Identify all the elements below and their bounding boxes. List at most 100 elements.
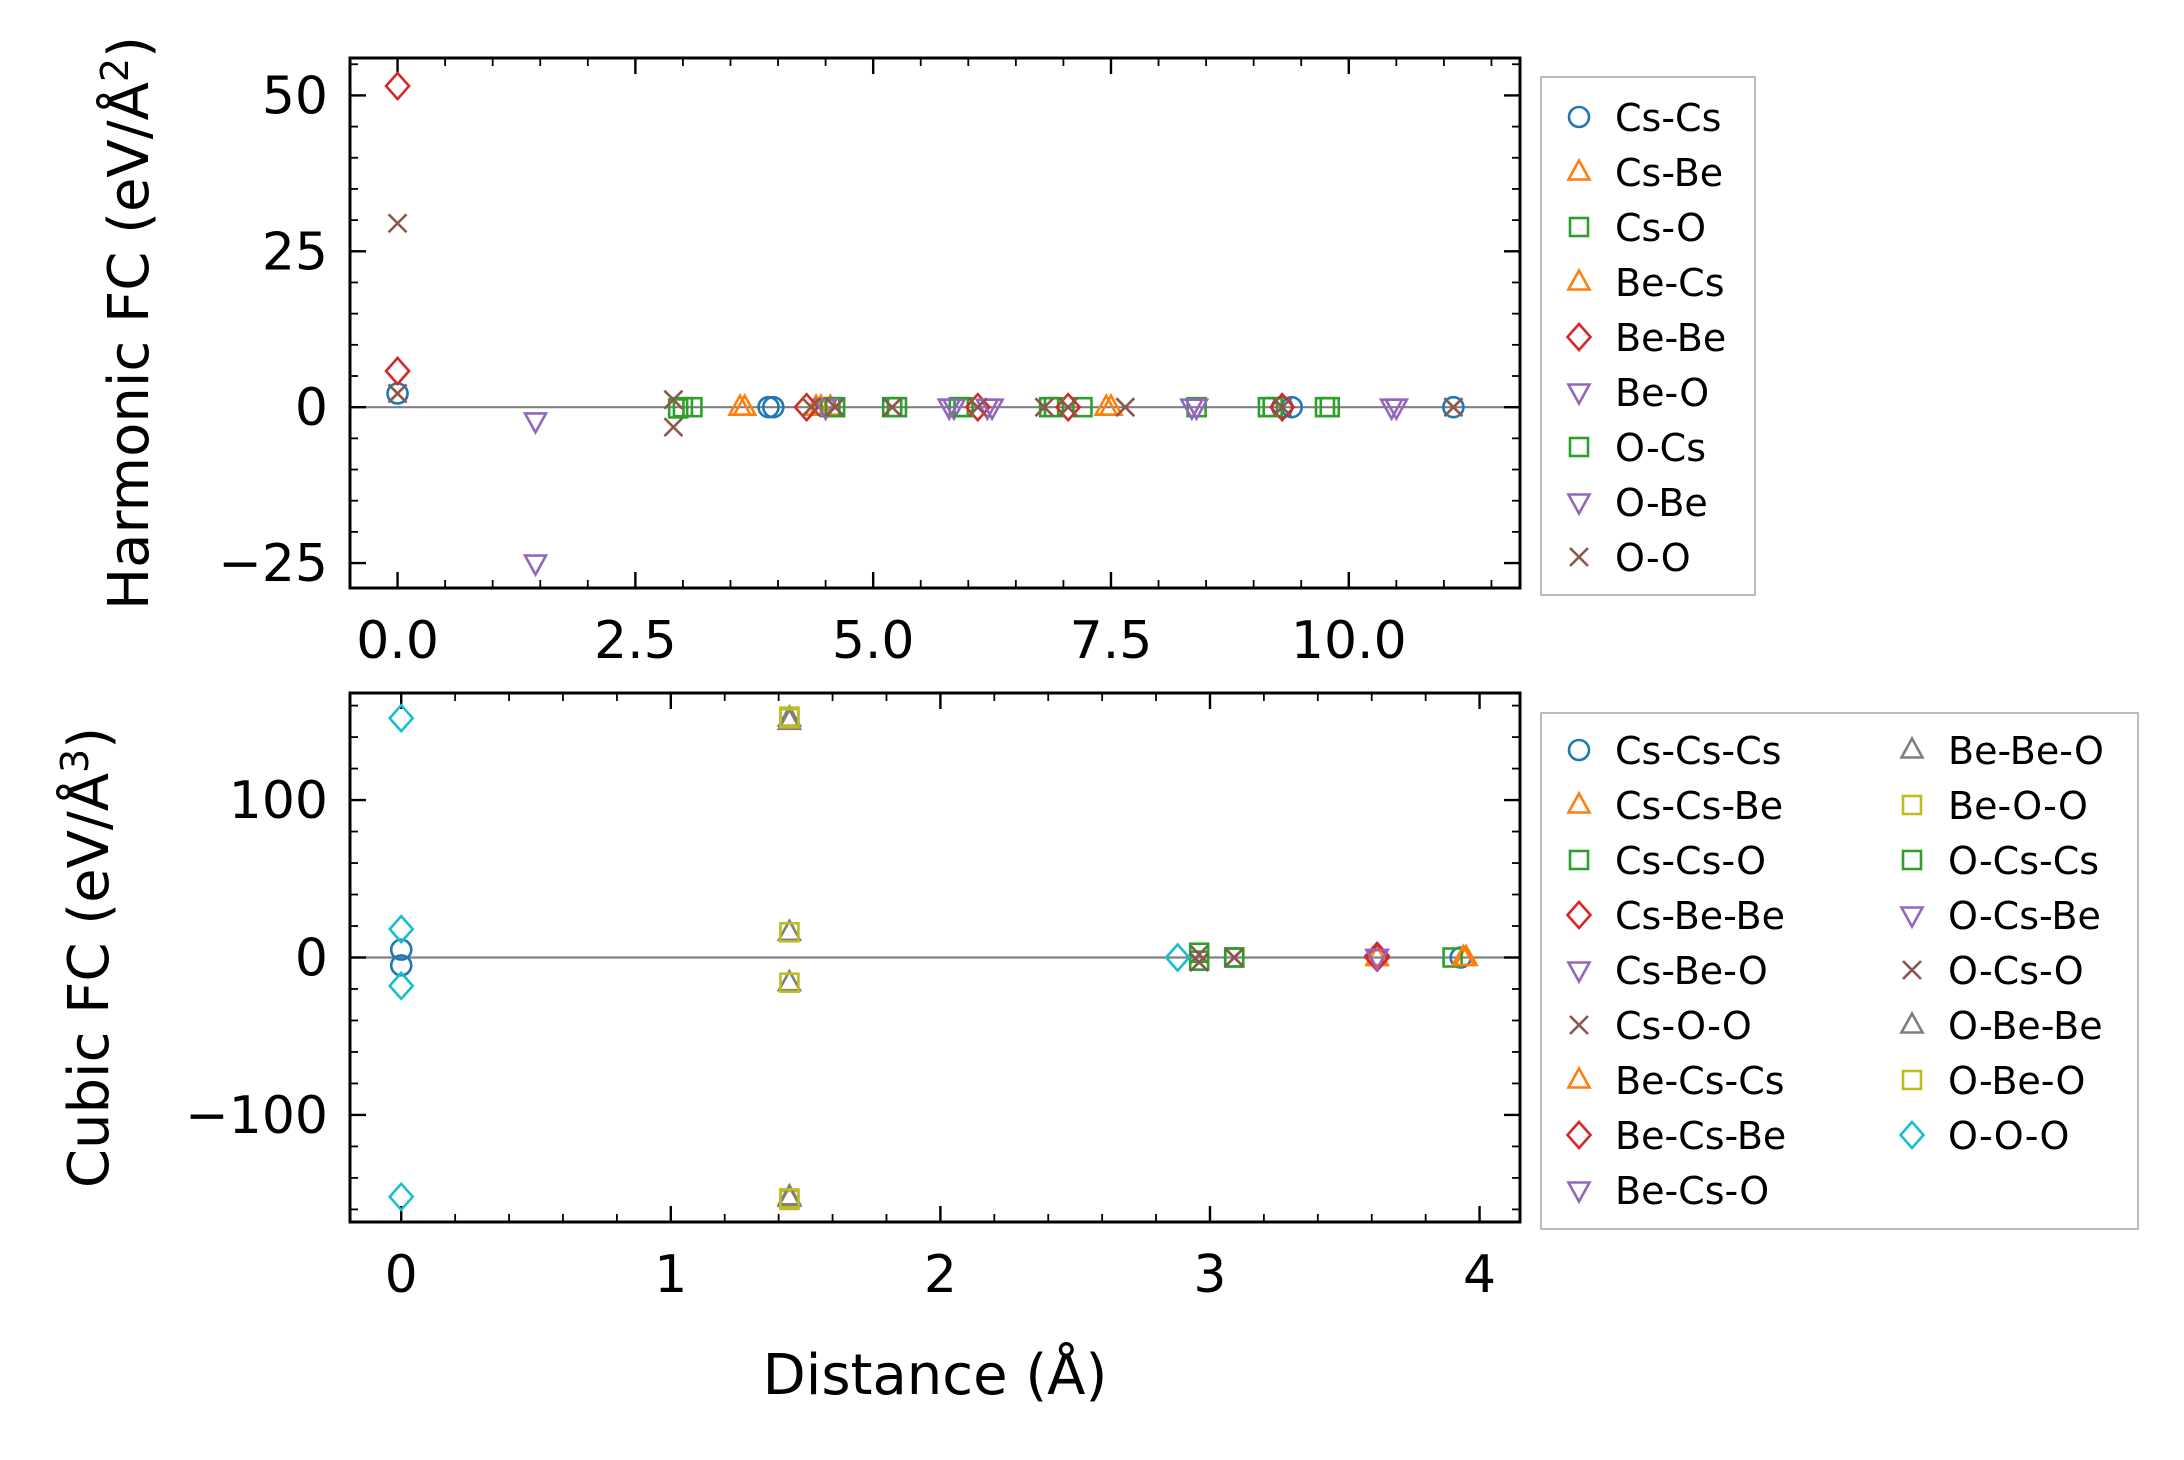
x-tick-label: 7.5 <box>1070 611 1153 671</box>
legend-item: Be-Cs-Cs <box>1566 1059 1785 1103</box>
legend-label: Cs-Cs-Cs <box>1615 729 1781 773</box>
axes-frame <box>348 691 1522 1224</box>
legend-marker <box>1566 1181 1592 1205</box>
data-point <box>1164 942 1191 973</box>
y-axis-label-exponent: 2 <box>93 58 137 82</box>
data-point <box>825 397 846 418</box>
data-point <box>384 71 411 102</box>
legend-label: Be-Be <box>1615 316 1726 360</box>
legend-marker <box>1567 738 1591 762</box>
legend-label: O-Be-Be <box>1948 1004 2103 1048</box>
data-point <box>1058 397 1079 418</box>
data-point <box>1224 947 1245 968</box>
legend-label: O-Be-O <box>1948 1059 2085 1103</box>
legend-item: Be-Be <box>1565 316 1726 360</box>
legend-label: O-Cs <box>1615 426 1706 470</box>
series-Cs-Cs <box>386 382 1465 419</box>
data-point <box>389 954 413 977</box>
legend-marker <box>1568 436 1590 458</box>
legend-label: O-O <box>1615 536 1691 580</box>
legend-label: Be-Cs-Cs <box>1615 1059 1785 1103</box>
legend-marker <box>1569 547 1589 567</box>
data-point <box>776 918 803 942</box>
x-tick-label: 2.5 <box>594 611 677 671</box>
y-axis-label: Harmonic FC (eV/Å2) <box>93 36 162 610</box>
data-point <box>1272 397 1293 418</box>
legend-label: Cs-Cs <box>1615 96 1721 140</box>
legend-label: O-Cs-Be <box>1948 894 2101 938</box>
legend-marker <box>1898 1120 1926 1150</box>
data-point <box>672 396 694 418</box>
data-point <box>812 398 839 422</box>
x-tick-label: 0.0 <box>356 611 439 671</box>
legend-item: Be-Be-O <box>1899 729 2104 773</box>
legend-label: Cs-Be-Be <box>1615 894 1785 938</box>
data-point <box>1054 392 1082 423</box>
legend-item: O-Cs-Cs <box>1901 839 2099 883</box>
legend-marker <box>1566 1065 1592 1089</box>
data-point <box>1189 944 1210 965</box>
data-point <box>779 707 800 729</box>
legend-marker <box>1566 790 1592 814</box>
data-point <box>1442 947 1463 968</box>
data-point <box>1034 397 1055 418</box>
x-tick-label: 2 <box>924 1245 957 1305</box>
data-point <box>1319 396 1341 418</box>
series-O-O-O <box>387 703 1191 1212</box>
data-point <box>1268 392 1296 423</box>
legend-item: Cs-Cs <box>1567 96 1721 140</box>
y-tick-label: 0 <box>295 378 328 438</box>
legend-marker <box>1567 105 1591 129</box>
series-O-Be-O <box>779 707 800 1209</box>
series-Be-Cs-Cs <box>1364 943 1477 967</box>
legend-marker <box>1569 1015 1589 1035</box>
data-point <box>882 397 903 418</box>
legend-item: O-Cs <box>1568 426 1706 470</box>
data-point <box>387 383 408 404</box>
series-O-Be <box>812 398 1405 422</box>
legend-item: O-Cs-O <box>1902 949 2084 993</box>
data-point <box>779 922 800 943</box>
y-tick-label: 100 <box>229 771 328 831</box>
legend-marker <box>1566 493 1592 517</box>
x-tick-label: 10.0 <box>1291 611 1407 671</box>
y-axis-label-close: ) <box>97 36 162 58</box>
data-point <box>663 389 684 410</box>
data-point <box>776 1182 803 1206</box>
y-tick-label: 25 <box>262 222 328 282</box>
data-point <box>1093 392 1119 416</box>
legend-item: Be-Cs-Be <box>1565 1114 1786 1158</box>
legend-item: Cs-Cs-Cs <box>1567 729 1781 773</box>
data-point <box>387 1181 415 1212</box>
series-Be-Be <box>384 71 1296 423</box>
legend-marker <box>1566 383 1592 407</box>
data-point <box>389 938 413 961</box>
data-point <box>387 970 415 1001</box>
y-tick-label: 0 <box>295 929 328 989</box>
legend-item: Cs-O <box>1568 206 1706 250</box>
data-point <box>1115 397 1136 418</box>
legend-item: O-O <box>1569 536 1691 580</box>
legend-label: Be-Cs-O <box>1615 1169 1769 1213</box>
data-point <box>387 703 415 734</box>
x-tick-label: 5.0 <box>832 611 915 671</box>
data-point <box>964 392 992 423</box>
legend-marker <box>1901 794 1923 816</box>
data-point <box>1442 395 1465 419</box>
legend-item: Cs-Cs-O <box>1568 839 1766 883</box>
data-point <box>776 968 803 992</box>
x-tick-label: 4 <box>1463 1245 1496 1305</box>
data-point <box>1223 947 1245 968</box>
legend-label: Be-Cs <box>1615 261 1725 305</box>
y-axis-label-main: Cubic FC (eV/Å <box>56 773 122 1188</box>
legend-label: Be-Be-O <box>1948 729 2104 773</box>
legend-label: Be-Cs-Be <box>1615 1114 1786 1158</box>
y-axis-label-exponent: 3 <box>53 749 97 773</box>
data-point <box>974 398 1001 422</box>
data-point <box>732 392 758 416</box>
y-tick-label: −25 <box>218 534 328 594</box>
legend-item: Be-O-O <box>1901 784 2088 828</box>
x-tick-label: 1 <box>654 1245 687 1305</box>
legend-label: O-O-O <box>1948 1114 2069 1158</box>
